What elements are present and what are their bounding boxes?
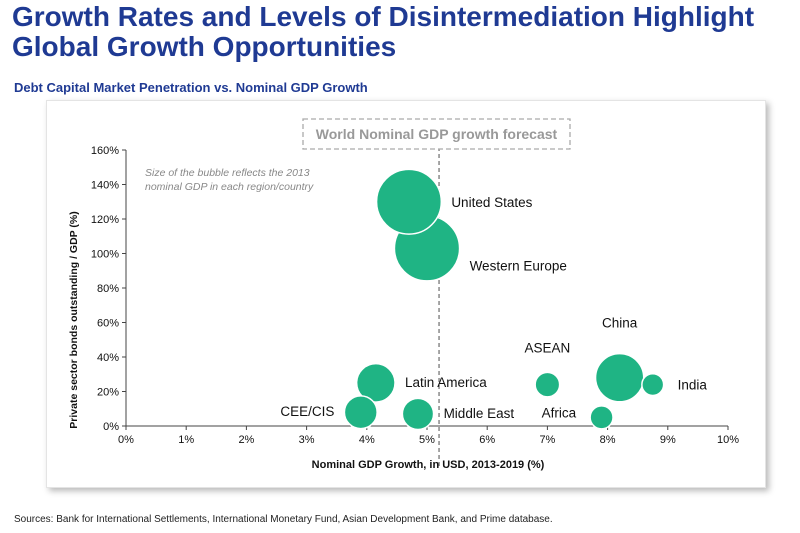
x-tick-label: 10% (717, 434, 739, 446)
forecast-label: World Nominal GDP growth forecast (316, 126, 558, 142)
y-tick-label: 120% (91, 214, 119, 226)
y-tick-label: 20% (97, 387, 119, 399)
label-africa: Africa (542, 405, 577, 420)
x-tick-label: 0% (118, 434, 134, 446)
bubble-africa (589, 405, 614, 430)
page-title: Growth Rates and Levels of Disintermedia… (12, 2, 792, 62)
label-latin-america: Latin America (405, 375, 487, 390)
y-tick-label: 100% (91, 249, 119, 261)
label-united-states: United States (451, 195, 532, 210)
bubble-united-states (375, 168, 443, 235)
bubble-chart: Private sector bonds outstanding / GDP (… (68, 118, 739, 471)
y-tick-label: 160% (91, 145, 119, 157)
x-tick-label: 4% (359, 434, 375, 446)
label-middle-east: Middle East (444, 406, 515, 421)
x-tick-label: 7% (539, 434, 555, 446)
title-line-2: Global Growth Opportunities (12, 31, 397, 62)
y-axis-label: Private sector bonds outstanding / GDP (… (68, 211, 80, 428)
y-tick-label: 0% (103, 421, 119, 433)
label-india: India (678, 378, 708, 393)
axes: 0% 1% 2% 3% 4% 5% 6% 7% 8% 9% 10% 0% 20% 40% 60% 80% 100… (91, 145, 739, 446)
bubble-size-note-line-2: nominal GDP in each region/country (145, 181, 314, 193)
label-asean: ASEAN (525, 340, 571, 355)
label-western-europe: Western Europe (470, 258, 567, 273)
label-cee-cis: CEE/CIS (280, 404, 334, 419)
y-tick-label: 80% (97, 283, 119, 295)
bubble-india (641, 372, 665, 397)
label-china: China (602, 316, 638, 331)
title-line-1: Growth Rates and Levels of Disintermedia… (12, 1, 755, 32)
forecast-label-box (302, 118, 571, 150)
bubble-china (594, 352, 645, 403)
bubble-labels: United States Western Europe Latin America… (280, 195, 707, 421)
x-tick-label: 6% (479, 434, 495, 446)
bubble-size-note: Size of the bubble reflects the 2013 nom… (145, 167, 314, 193)
y-tick-label: 40% (97, 352, 119, 364)
y-tick-label: 60% (97, 318, 119, 330)
y-tick-label: 140% (91, 180, 119, 192)
x-tick-label: 1% (178, 434, 194, 446)
bubble-middle-east (401, 397, 435, 431)
bubble-size-note-line-1: Size of the bubble reflects the 2013 (145, 167, 310, 179)
bubbles (343, 168, 665, 431)
forecast-marker: World Nominal GDP growth forecast (302, 118, 571, 466)
bubble-asean (534, 371, 561, 398)
chart-panel: Private sector bonds outstanding / GDP (… (46, 100, 766, 488)
x-axis-label: Nominal GDP Growth, in USD, 2013-2019 (%… (312, 459, 545, 471)
x-tick-label: 2% (238, 434, 254, 446)
x-tick-label: 8% (600, 434, 616, 446)
x-tick-label: 3% (299, 434, 315, 446)
source-note: Sources: Bank for International Settleme… (14, 514, 553, 525)
bubble-cee-cis (343, 395, 378, 430)
x-tick-label: 5% (419, 434, 435, 446)
bubble-latin-america (355, 362, 396, 403)
chart-subtitle: Debt Capital Market Penetration vs. Nomi… (14, 80, 368, 95)
x-tick-label: 9% (660, 434, 676, 446)
